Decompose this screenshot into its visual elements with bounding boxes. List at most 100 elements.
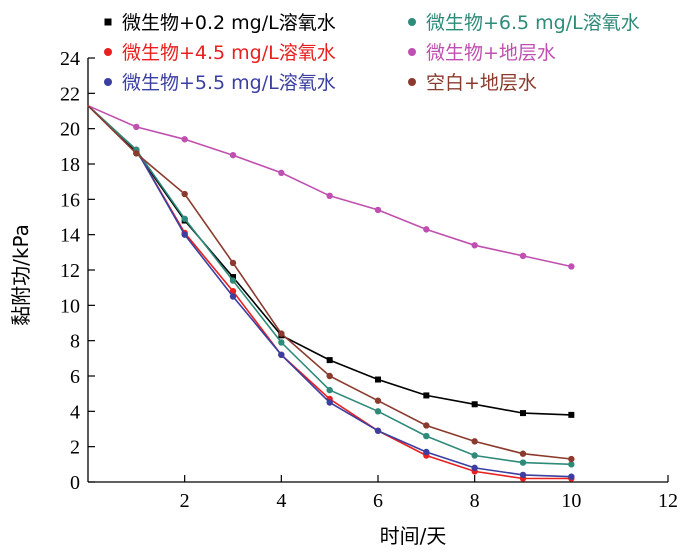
data-point: [568, 461, 575, 468]
data-point: [520, 410, 526, 417]
data-point: [133, 150, 140, 157]
data-point: [471, 401, 478, 408]
data-point: [423, 432, 430, 440]
legend-item: 微生物+地层水: [408, 42, 556, 64]
legend-label: 微生物+5.5 mg/L溶氧水: [122, 72, 336, 94]
data-point: [519, 459, 527, 466]
legend-item: 空白+地层水: [408, 72, 537, 94]
data-point: [374, 397, 382, 404]
legend-marker: [104, 18, 112, 26]
data-point: [375, 376, 381, 383]
legend-label: 微生物+0.2 mg/L溶氧水: [122, 12, 336, 34]
data-point: [374, 427, 382, 434]
data-point: [471, 464, 478, 472]
data-point: [374, 408, 382, 415]
legend-marker: [104, 78, 112, 86]
series-2: [87, 105, 575, 482]
data-point: [326, 386, 333, 394]
series-6: [87, 105, 575, 463]
x-tick-label: 8: [470, 490, 480, 512]
data-point: [278, 339, 285, 346]
y-axis-label: 黏附功/kPa: [9, 224, 33, 326]
series-layer: [87, 104, 575, 482]
data-point: [519, 450, 527, 457]
data-point: [230, 274, 236, 281]
data-point: [229, 151, 237, 159]
data-point: [471, 242, 478, 249]
x-tick-label: 2: [180, 490, 190, 512]
y-tick-label: 0: [70, 472, 80, 494]
y-tick-label: 10: [60, 295, 80, 317]
data-point: [423, 422, 430, 429]
y-tick-label: 24: [60, 48, 80, 70]
data-point: [229, 288, 237, 295]
data-point: [278, 330, 285, 337]
y-tick-label: 18: [60, 154, 80, 176]
legend-marker: [104, 48, 112, 56]
legend-item: 微生物+4.5 mg/L溶氧水: [104, 42, 336, 64]
legend-marker: [408, 48, 416, 56]
legend-item: 微生物+5.5 mg/L溶氧水: [104, 72, 336, 94]
data-point: [181, 136, 188, 143]
y-tick-label: 12: [60, 260, 80, 282]
data-point: [278, 351, 285, 358]
data-point: [423, 448, 430, 456]
data-point: [181, 190, 188, 198]
series-line: [87, 105, 572, 480]
y-tick-label: 14: [60, 225, 80, 247]
x-tick-label: 4: [276, 490, 286, 512]
data-point: [181, 231, 188, 238]
data-point: [181, 215, 188, 222]
data-point: [423, 392, 430, 399]
x-tick-label: 10: [561, 490, 581, 512]
data-point: [568, 263, 575, 270]
x-tick-label: 12: [658, 490, 678, 512]
data-point: [229, 277, 237, 284]
data-point: [229, 293, 237, 300]
data-point: [568, 411, 575, 418]
data-point: [326, 372, 333, 380]
series-line: [87, 105, 572, 478]
y-tick-label: 6: [70, 366, 80, 388]
legend-label: 空白+地层水: [426, 72, 537, 94]
series-line: [87, 105, 572, 466]
y-tick-label: 4: [70, 401, 80, 423]
data-point: [326, 357, 333, 364]
data-point: [229, 259, 237, 267]
y-tick-label: 8: [70, 331, 80, 353]
data-point: [519, 471, 527, 479]
data-point: [471, 438, 478, 445]
data-point: [133, 123, 140, 131]
series-3: [87, 105, 575, 480]
y-tick-label: 2: [70, 437, 80, 459]
legend-item: 微生物+0.2 mg/L溶氧水: [104, 12, 336, 34]
data-point: [326, 192, 333, 199]
x-axis-label: 时间/天: [380, 524, 447, 548]
data-point: [471, 452, 478, 459]
series-1: [87, 105, 575, 418]
data-point: [326, 399, 333, 406]
data-point: [423, 226, 430, 233]
legend-item: 微生物+6.5 mg/L溶氧水: [408, 12, 640, 34]
legend-marker: [408, 78, 416, 86]
legend-label: 微生物+地层水: [426, 42, 556, 64]
data-point: [568, 473, 575, 480]
data-point: [374, 206, 382, 214]
x-tick-label: 6: [373, 490, 383, 512]
series-line: [87, 105, 572, 460]
legend-marker: [408, 18, 416, 26]
y-tick-label: 16: [60, 189, 80, 211]
data-point: [519, 252, 527, 260]
legend-label: 微生物+4.5 mg/L溶氧水: [122, 42, 336, 64]
data-point: [568, 455, 575, 463]
data-point: [278, 169, 285, 177]
y-tick-label: 22: [60, 83, 80, 105]
series-5: [87, 104, 575, 270]
series-4: [87, 105, 575, 468]
y-tick-label: 20: [60, 119, 80, 141]
series-line: [87, 105, 572, 416]
legend-label: 微生物+6.5 mg/L溶氧水: [426, 12, 640, 34]
